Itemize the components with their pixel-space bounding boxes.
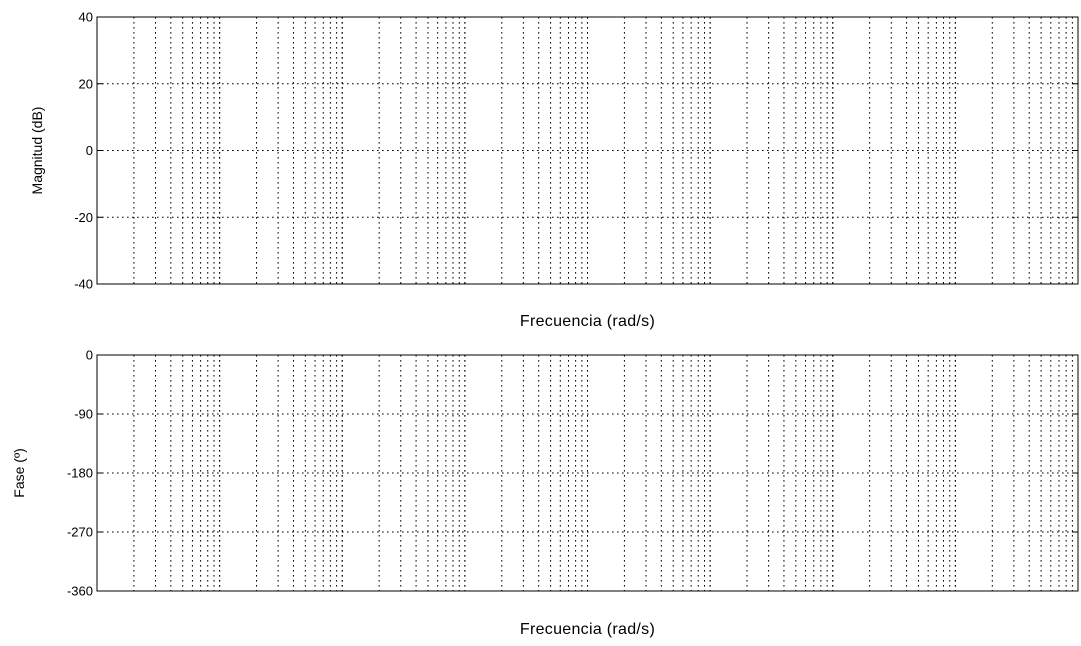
phase-y-tick-label: -270	[67, 525, 93, 540]
magnitude-y-tick-label: 20	[79, 76, 93, 91]
phase-y-tick-label: -180	[67, 466, 93, 481]
phase-y-tick-label: 0	[86, 348, 93, 363]
magnitude-y-tick-label: -40	[74, 277, 93, 292]
magnitude-y-axis-label: Magnitud (dB)	[29, 107, 45, 195]
phase-plot: 0 -90 -180 -270 -360 Fase (º) Frecuencia (ra…	[11, 348, 1079, 638]
magnitude-grid	[97, 17, 1078, 284]
phase-y-ticks: 0 -90 -180 -270 -360	[67, 348, 1078, 599]
phase-grid	[97, 355, 1078, 591]
phase-y-axis-label: Fase (º)	[11, 448, 27, 497]
magnitude-x-axis-label: Frecuencia (rad/s)	[520, 313, 655, 330]
phase-y-tick-label: -360	[67, 584, 93, 599]
magnitude-y-tick-label: 0	[86, 143, 93, 158]
phase-x-axis-label: Frecuencia (rad/s)	[520, 621, 655, 638]
phase-y-tick-label: -90	[74, 407, 93, 422]
magnitude-y-ticks: 40 20 0 -20 -40	[74, 10, 1078, 292]
magnitude-y-tick-label: -20	[74, 210, 93, 225]
magnitude-plot: 40 20 0 -20 -40 Magnitud (dB) Frecuencia (ra…	[29, 10, 1079, 330]
magnitude-y-tick-label: 40	[79, 10, 93, 25]
